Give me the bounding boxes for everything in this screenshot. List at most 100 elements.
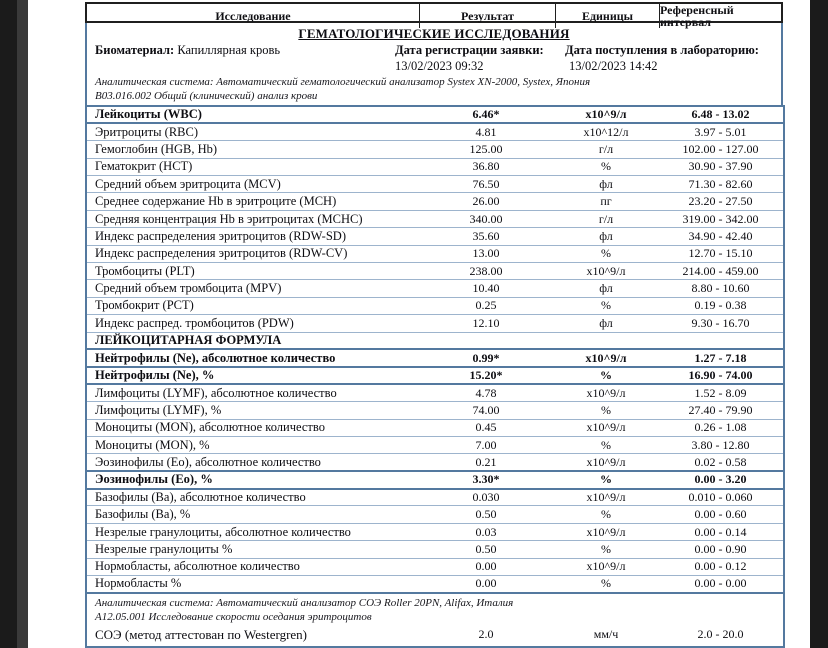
biomaterial-value: Капиллярная кровь bbox=[177, 43, 281, 57]
test-name: Незрелые гранулоциты % bbox=[86, 540, 418, 559]
test-result: 0.45 bbox=[418, 418, 554, 437]
lab-result-row: Средний объем эритроцита (MCV) 76.50 фл 71.… bbox=[86, 175, 784, 193]
lab-result-row: Нормобласты % 0.00% 0.00 - 0.00 bbox=[86, 575, 784, 593]
lab-result-row: Эозинофилы (Eo), % 3.30*% 0.00 - 3.20 bbox=[86, 470, 784, 490]
test-reference-interval: 0.02 - 0.58 bbox=[658, 453, 784, 472]
lab-result-row: Базофилы (Ba), абсолютное количество 0.03… bbox=[86, 488, 784, 506]
test-units: % bbox=[554, 157, 658, 176]
test-name: Нейтрофилы (Ne), % bbox=[86, 365, 418, 386]
test-result: 0.030 bbox=[418, 488, 554, 506]
lab-result-row: Среднее содержание Hb в эритроците (MCH)… bbox=[86, 192, 784, 211]
test-units: г/л bbox=[554, 209, 658, 228]
test-name: Нормобласты % bbox=[86, 575, 418, 593]
test-name: Незрелые гранулоциты, абсолютное количес… bbox=[86, 522, 418, 541]
test-result: 7.00 bbox=[418, 435, 554, 454]
test-units: % bbox=[554, 505, 658, 524]
test-name: Среднее содержание Hb в эритроците (MCH) bbox=[86, 192, 418, 211]
test-units: % bbox=[554, 401, 658, 420]
test-reference-interval: 34.90 - 42.40 bbox=[658, 227, 784, 246]
test-name: Моноциты (MON), % bbox=[86, 435, 418, 454]
lab-result-row: Гемоглобин (HGB, Hb) 125.00 г/л 102.00 - 12… bbox=[86, 140, 784, 159]
test-result: 3.30* bbox=[418, 470, 554, 490]
test-result: 0.00 bbox=[418, 575, 554, 593]
analyzer-note-row: Аналитическая система: Автоматический ан… bbox=[86, 591, 784, 624]
report-intro-block: ГЕМАТОЛОГИЧЕСКИЕ ИССЛЕДОВАНИЯ Биоматериа… bbox=[85, 23, 783, 105]
lab-result-row: Моноциты (MON), % 7.00% 3.80 - 12.80 bbox=[86, 435, 784, 454]
section-header-label: ЛЕЙКОЦИТАРНАЯ ФОРМУЛА bbox=[86, 331, 784, 350]
received-date-value: 13/02/2023 14:42 bbox=[569, 59, 658, 73]
test-reference-interval: 0.00 - 3.20 bbox=[658, 470, 784, 490]
test-name: Индекс распределения эритроцитов (RDW-CV… bbox=[86, 244, 418, 263]
test-reference-interval: 0.00 - 0.90 bbox=[658, 540, 784, 559]
lab-result-row: Незрелые гранулоциты % 0.50% 0.00 - 0.90 bbox=[86, 540, 784, 559]
test-result: 74.00 bbox=[418, 401, 554, 420]
test-reference-interval: 23.20 - 27.50 bbox=[658, 192, 784, 211]
test-units: % bbox=[554, 365, 658, 386]
lab-result-row: Гематокрит (HCT) 36.80% 30.90 - 37.90 bbox=[86, 157, 784, 176]
analyzer-note-1: Аналитическая система: Автоматический ге… bbox=[95, 76, 591, 88]
test-name: Индекс распред. тромбоцитов (PDW) bbox=[86, 314, 418, 333]
test-reference-interval: 0.010 - 0.060 bbox=[658, 488, 784, 506]
test-result: 13.00 bbox=[418, 244, 554, 263]
analyzer-note-line: Аналитическая система: Автоматический ан… bbox=[95, 596, 514, 609]
test-units: % bbox=[554, 470, 658, 490]
test-units: x10^9/л bbox=[554, 522, 658, 541]
test-reference-interval: 3.97 - 5.01 bbox=[658, 122, 784, 141]
test-reference-interval: 2.0 - 20.0 bbox=[697, 627, 744, 642]
test-units: x10^12/л bbox=[554, 122, 658, 141]
test-result: 0.00 bbox=[418, 557, 554, 576]
window-edge-left-gray bbox=[17, 0, 28, 648]
test-result: 12.10 bbox=[418, 314, 554, 333]
test-units: фл bbox=[554, 314, 658, 333]
test-name: Средняя концентрация Hb в эритроцитах (M… bbox=[86, 209, 418, 228]
lab-result-row: Нейтрофилы (Ne), % 15.20*% 16.90 - 74.00 bbox=[86, 365, 784, 386]
lab-report-document: Исследование Результат Единицы Референсн… bbox=[85, 2, 785, 648]
lab-result-row: Средняя концентрация Hb в эритроцитах (M… bbox=[86, 209, 784, 228]
test-name: Средний объем эритроцита (MCV) bbox=[86, 175, 418, 193]
window-edge-left-black bbox=[0, 0, 17, 648]
test-name: Средний объем тромбоцита (MPV) bbox=[86, 279, 418, 298]
test-result: 238.00 bbox=[418, 262, 554, 280]
lab-result-row: Средний объем тромбоцита (MPV) 10.40 фл 8.8… bbox=[86, 279, 784, 298]
test-units: % bbox=[554, 296, 658, 315]
lab-result-row: Нормобласты, абсолютное количество 0.00 x1… bbox=[86, 557, 784, 576]
lab-result-row: СОЭ (метод аттестован по Westergren) 2.0 м… bbox=[86, 624, 784, 647]
lab-result-row: Моноциты (MON), абсолютное количество 0.4… bbox=[86, 418, 784, 437]
test-units: x10^9/л bbox=[554, 418, 658, 437]
test-units: % bbox=[554, 435, 658, 454]
test-units: г/л bbox=[554, 140, 658, 159]
test-units: x10^9/л bbox=[554, 104, 658, 125]
test-reference-interval: 6.48 - 13.02 bbox=[658, 104, 784, 125]
registration-date-label: Дата регистрации заявки: bbox=[395, 43, 544, 57]
test-name: Тромбокрит (PCT) bbox=[86, 296, 418, 315]
analyzer-note-2: В03.016.002 Общий (клинический) анализ к… bbox=[95, 90, 318, 102]
test-name: Нейтрофилы (Ne), абсолютное количество bbox=[86, 348, 418, 368]
registration-date-value: 13/02/2023 09:32 bbox=[395, 59, 484, 73]
test-name: Индекс распределения эритроцитов (RDW-SD… bbox=[86, 227, 418, 246]
test-name: Эритроциты (RBC) bbox=[86, 122, 418, 141]
test-result: 0.99* bbox=[418, 348, 554, 368]
test-units: фл bbox=[554, 227, 658, 246]
report-section-title: ГЕМАТОЛОГИЧЕСКИЕ ИССЛЕДОВАНИЯ bbox=[298, 26, 570, 41]
test-units: % bbox=[554, 244, 658, 263]
test-result: 4.78 bbox=[418, 383, 554, 402]
test-reference-interval: 319.00 - 342.00 bbox=[658, 209, 784, 228]
lab-result-row: Индекс распределения эритроцитов (RDW-SD… bbox=[86, 227, 784, 246]
test-reference-interval: 1.52 - 8.09 bbox=[658, 383, 784, 402]
test-result: 4.81 bbox=[418, 122, 554, 141]
test-name: Лимфоциты (LYMF), % bbox=[86, 401, 418, 420]
lab-result-row: Тромбокрит (PCT) 0.25% 0.19 - 0.38 bbox=[86, 296, 784, 315]
test-result: 2.0 bbox=[478, 627, 494, 642]
test-result: 0.03 bbox=[418, 522, 554, 541]
test-result: 0.21 bbox=[418, 453, 554, 472]
test-units: пг bbox=[554, 192, 658, 211]
window-edge-right-black bbox=[810, 0, 828, 648]
test-name: Базофилы (Ba), абсолютное количество bbox=[86, 488, 418, 506]
lab-result-row: Индекс распред. тромбоцитов (PDW) 12.10 фл… bbox=[86, 314, 784, 333]
test-reference-interval: 3.80 - 12.80 bbox=[658, 435, 784, 454]
test-name: Гематокрит (HCT) bbox=[86, 157, 418, 176]
test-name: Базофилы (Ba), % bbox=[86, 505, 418, 524]
test-units: % bbox=[554, 540, 658, 559]
test-name: Лимфоциты (LYMF), абсолютное количество bbox=[86, 383, 418, 402]
test-units: x10^9/л bbox=[554, 488, 658, 506]
